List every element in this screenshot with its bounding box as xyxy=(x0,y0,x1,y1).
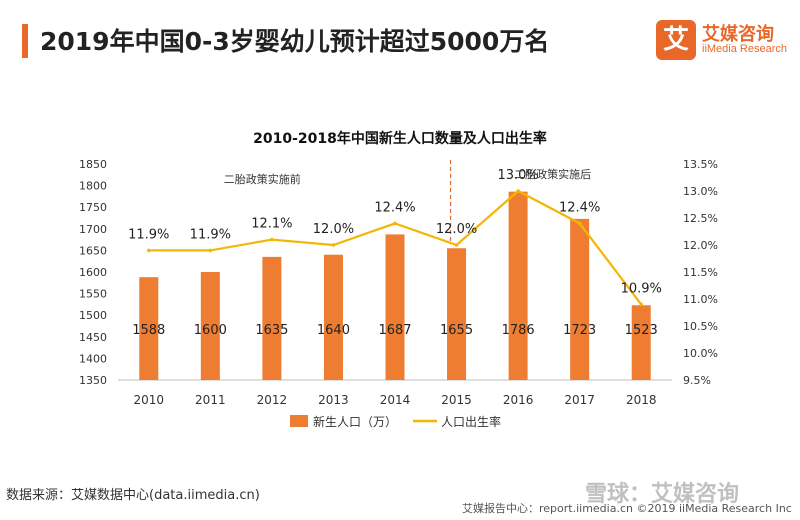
x-tick-label: 2016 xyxy=(503,393,534,407)
x-tick-label: 2018 xyxy=(626,393,657,407)
brand-logo: 艾 艾媒咨询 iiMedia Research xyxy=(656,18,787,64)
brand-mark-icon: 艾 xyxy=(656,20,696,60)
chart-title: 2010-2018年中国新生人口数量及人口出生率 xyxy=(253,130,547,147)
birth-rate-point xyxy=(331,243,336,247)
bar-data-label: 1523 xyxy=(625,323,658,338)
bar-data-label: 1786 xyxy=(502,323,535,338)
bar-data-label: 1723 xyxy=(563,323,596,338)
bar-data-label: 1687 xyxy=(378,323,411,338)
y-left-tick-label: 1450 xyxy=(79,331,107,344)
x-tick-label: 2017 xyxy=(564,393,595,407)
x-tick-label: 2014 xyxy=(380,393,411,407)
birth-rate-data-label: 11.9% xyxy=(128,227,169,242)
birth-rate-point xyxy=(270,237,274,242)
x-tick-label: 2011 xyxy=(195,393,226,407)
y-left-tick-label: 1850 xyxy=(79,158,107,171)
bar-data-label: 1655 xyxy=(440,323,473,338)
bar xyxy=(570,218,590,380)
y-right-tick-label: 13.0% xyxy=(683,185,718,198)
data-source: 数据来源：艾媒数据中心(data.iimedia.cn) xyxy=(6,488,260,503)
bar xyxy=(323,254,343,380)
bar-data-label: 1640 xyxy=(317,323,350,338)
y-left-tick-label: 1600 xyxy=(79,266,107,279)
y-left-tick-label: 1550 xyxy=(79,288,107,301)
birth-rate-data-label: 13.0% xyxy=(497,168,538,183)
birth-rate-data-label: 12.0% xyxy=(313,222,354,237)
y-right-tick-label: 13.5% xyxy=(683,158,718,171)
annotation-after-policy: 二胎政策实施后 xyxy=(514,167,591,181)
bar xyxy=(508,191,528,380)
birth-rate-point xyxy=(516,189,520,193)
birth-rate-data-label: 10.9% xyxy=(621,281,662,296)
legend-line-label: 人口出生率 xyxy=(441,414,501,429)
bar xyxy=(262,256,282,380)
y-left-tick-label: 1400 xyxy=(79,352,107,365)
y-left-tick-label: 1800 xyxy=(79,180,107,193)
page-title: 2019年中国0-3岁婴幼儿预计超过5000万名 xyxy=(40,27,550,56)
y-left-tick-label: 1700 xyxy=(79,223,107,236)
y-right-tick-label: 12.0% xyxy=(683,239,718,252)
birth-rate-point xyxy=(454,243,459,247)
bar xyxy=(200,272,220,380)
birth-rate-point xyxy=(208,248,213,253)
legend-bar-label: 新生人口（万） xyxy=(313,414,397,429)
bar-data-label: 1588 xyxy=(132,323,165,338)
x-tick-label: 2013 xyxy=(318,393,349,407)
y-left-tick-label: 1750 xyxy=(79,201,107,214)
x-tick-label: 2015 xyxy=(441,393,472,407)
watermark: 雪球：艾媒咨询 xyxy=(585,482,740,507)
y-right-tick-label: 9.5% xyxy=(683,374,711,387)
brand-subtitle: iiMedia Research xyxy=(702,43,787,55)
birth-rate-data-label: 11.9% xyxy=(190,227,231,242)
y-right-tick-label: 10.0% xyxy=(683,347,718,360)
bar xyxy=(385,234,405,380)
y-right-tick-label: 10.5% xyxy=(683,320,718,333)
birth-rate-point xyxy=(393,221,397,226)
birth-rate-point xyxy=(146,248,151,253)
bar-data-label: 1635 xyxy=(255,323,288,338)
birth-rate-data-label: 12.4% xyxy=(374,200,415,215)
legend-bar-swatch xyxy=(290,415,308,427)
y-left-tick-label: 1350 xyxy=(79,374,107,387)
y-right-tick-label: 11.5% xyxy=(683,266,718,279)
y-right-tick-label: 11.0% xyxy=(683,293,718,306)
birth-rate-point xyxy=(577,221,582,226)
y-left-tick-label: 1500 xyxy=(79,309,107,322)
birth-rate-data-label: 12.0% xyxy=(436,222,477,237)
birth-rate-data-label: 12.4% xyxy=(559,200,600,215)
bar-data-label: 1600 xyxy=(194,323,227,338)
bar xyxy=(631,305,651,380)
footer-credit: 艾媒报告中心：report.iimedia.cn ©2019 iiMedia R… xyxy=(462,502,792,515)
brand-name: 艾媒咨询 xyxy=(702,24,774,45)
chart: 2010-2018年中国新生人口数量及人口出生率 1350 1400 1450 1500… xyxy=(79,130,718,429)
birth-rate-point xyxy=(639,302,644,307)
x-tick-label: 2012 xyxy=(257,393,288,407)
y-right-tick-label: 12.5% xyxy=(683,212,718,225)
bar xyxy=(447,248,467,380)
title-accent-bar xyxy=(22,24,28,58)
bar xyxy=(139,277,159,380)
annotation-before-policy: 二胎政策实施前 xyxy=(224,172,301,186)
y-left-tick-label: 1650 xyxy=(79,244,107,257)
birth-rate-data-label: 12.1% xyxy=(251,217,292,232)
x-tick-label: 2010 xyxy=(134,393,165,407)
